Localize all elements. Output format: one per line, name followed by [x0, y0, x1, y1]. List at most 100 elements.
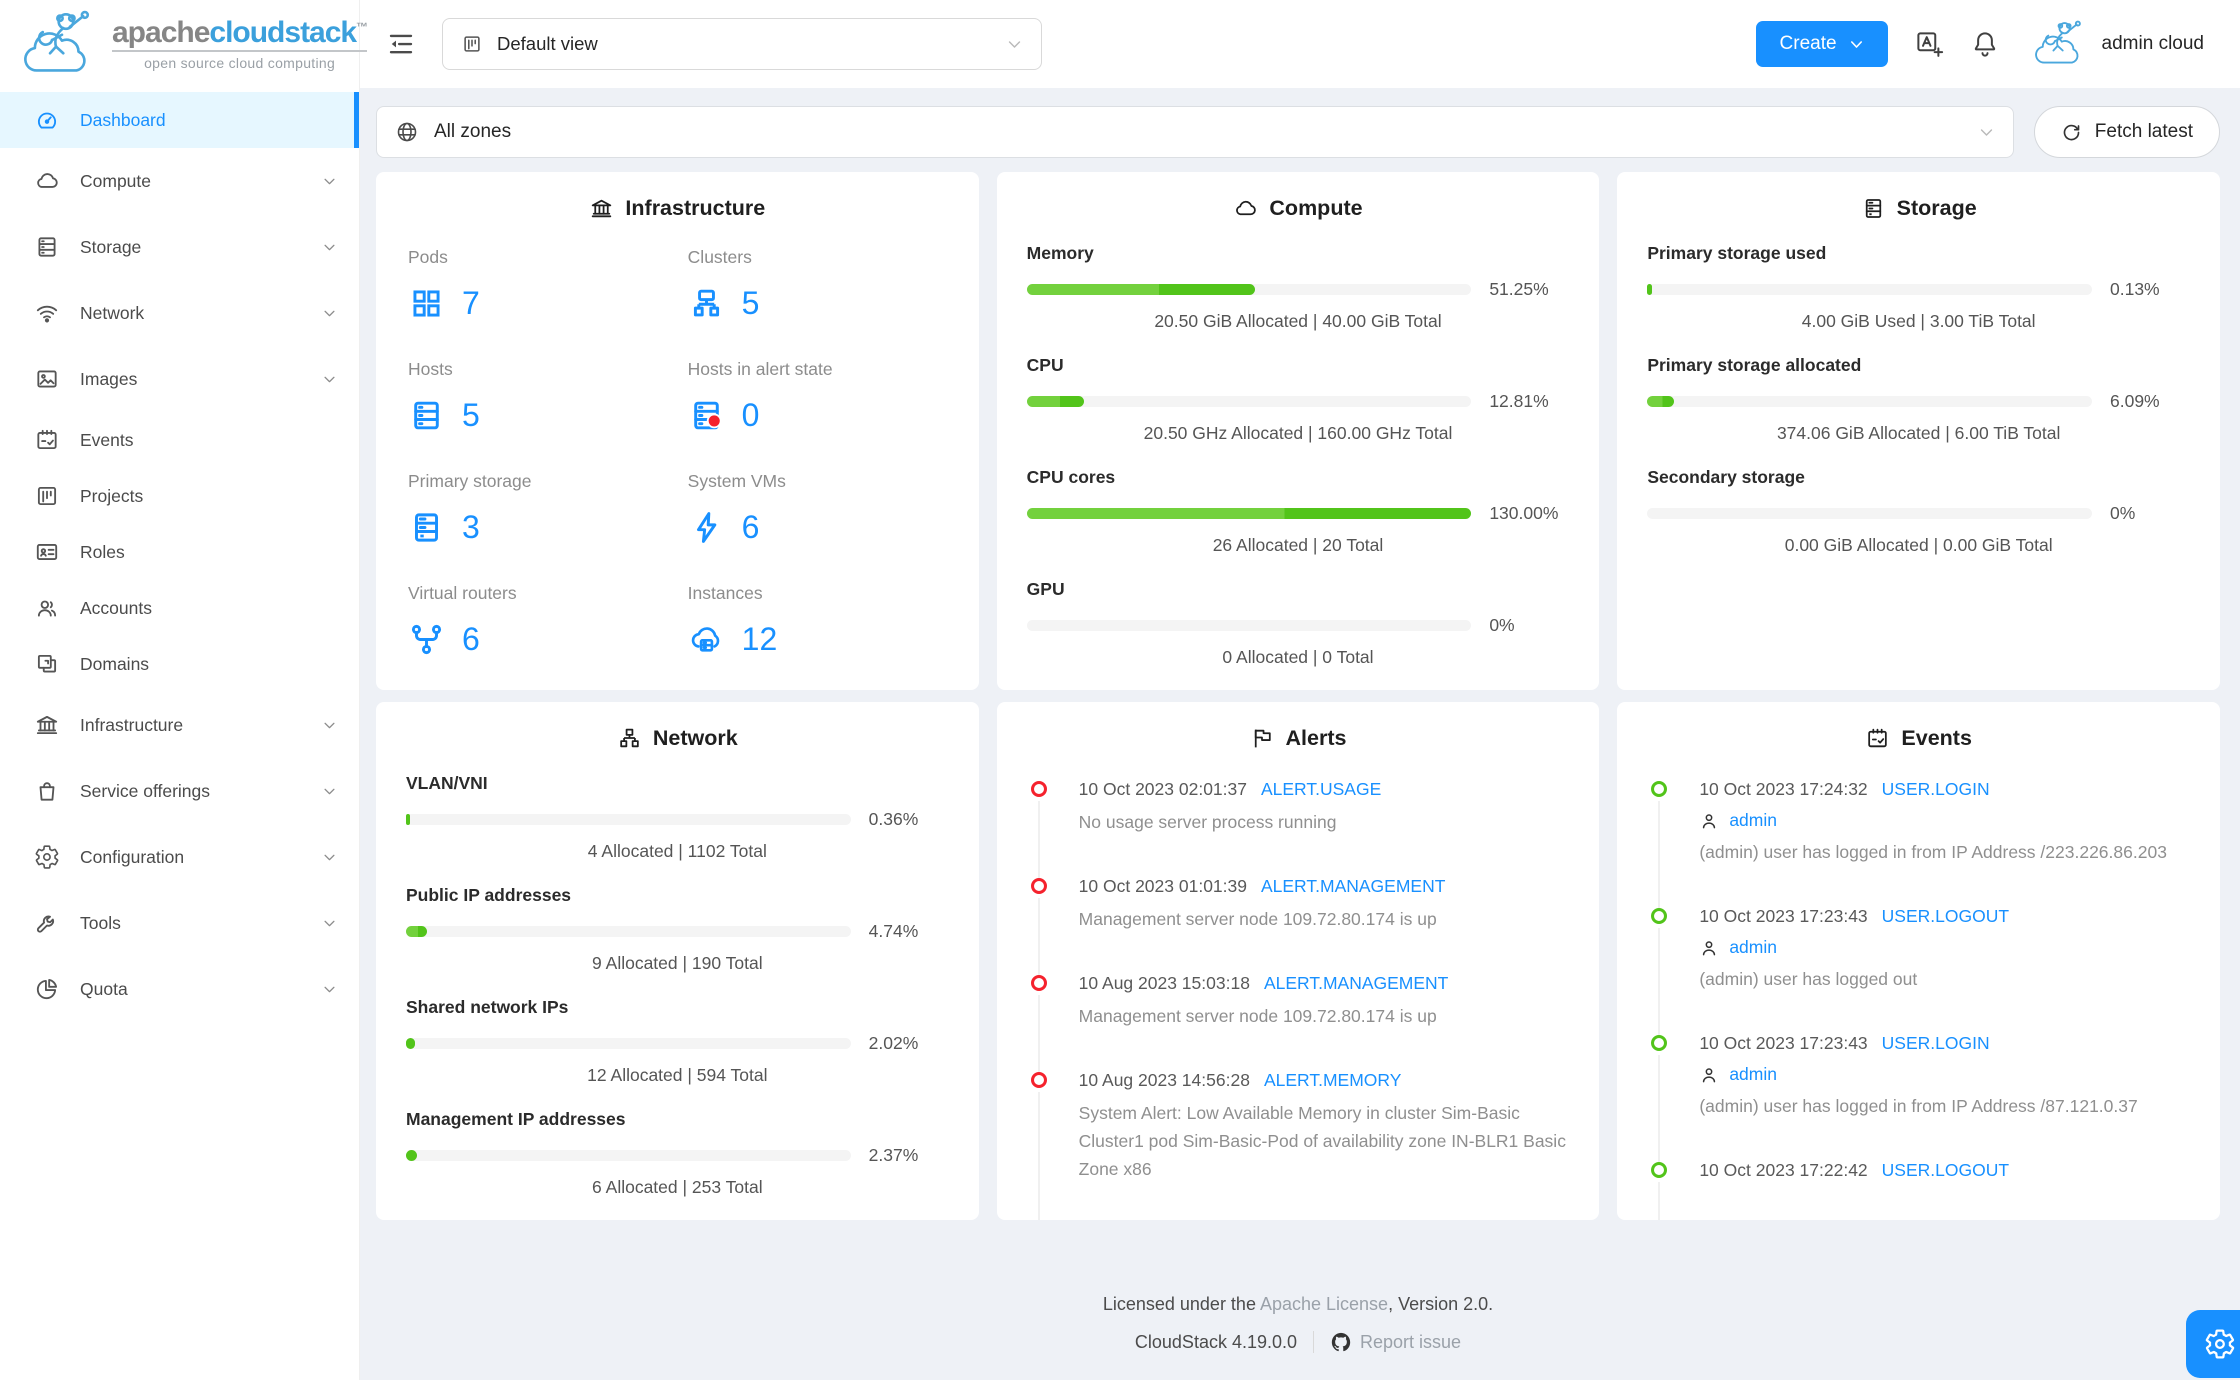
sidebar-item-roles[interactable]: Roles — [0, 524, 359, 580]
chevron-down-icon — [322, 306, 337, 321]
alert-type-link[interactable]: ALERT.MANAGEMENT — [1263, 973, 1449, 993]
sidebar-item-label: Configuration — [80, 846, 185, 867]
stat-pods[interactable]: Pods 7 — [408, 247, 480, 321]
progress-track — [1026, 620, 1472, 631]
stat-system-vms[interactable]: System VMs 6 — [687, 471, 786, 545]
project-view-select[interactable]: Default view — [442, 18, 1042, 70]
event-user-link[interactable]: admin — [1729, 1064, 1777, 1084]
pie-chart-icon — [34, 976, 60, 1002]
block-icon — [34, 651, 60, 677]
chevron-down-icon — [322, 916, 337, 931]
app-logo[interactable]: apachecloudstack™ open source cloud comp… — [0, 0, 368, 88]
chevron-down-icon — [322, 174, 337, 189]
progress-track — [1647, 508, 2092, 519]
create-button-label: Create — [1779, 33, 1837, 54]
sidebar-item-tools[interactable]: Tools — [0, 890, 359, 956]
stat-primary-storage[interactable]: Primary storage 3 — [408, 471, 532, 545]
event-item: 10 Oct 2023 17:24:32 USER.LOGIN admin (ad… — [1651, 777, 2190, 916]
footer: Licensed under the Apache License, Versi… — [376, 1294, 2220, 1353]
sidebar-item-compute[interactable]: Compute — [0, 148, 359, 214]
event-user-link[interactable]: admin — [1729, 810, 1777, 830]
create-button[interactable]: Create — [1755, 21, 1888, 67]
cloud-server-icon — [691, 627, 719, 652]
stat-virtual-routers[interactable]: Virtual routers 6 — [408, 583, 517, 657]
fork-icon — [411, 624, 442, 655]
server-rack-icon — [414, 401, 439, 430]
sidebar-item-domains[interactable]: Domains — [0, 636, 359, 692]
sidebar-item-label: Accounts — [80, 597, 152, 618]
globe-icon — [395, 120, 419, 144]
sidebar-item-label: Quota — [80, 978, 128, 999]
sidebar-item-projects[interactable]: Projects — [0, 468, 359, 524]
meter-public-ip: Public IP addresses 4.74% 9 Allocated | … — [406, 885, 919, 973]
events-card: Events 10 Oct 2023 17:24:32 USER.LOGIN ad… — [1617, 702, 2220, 1220]
meter-cpu-cores: CPU cores 130.00% 26 Allocated | 20 Tota… — [1026, 467, 1559, 555]
alert-type-link[interactable]: ALERT.USAGE — [1260, 779, 1382, 799]
network-nodes-icon — [620, 728, 639, 748]
sidebar-item-events[interactable]: Events — [0, 412, 359, 468]
stat-clusters[interactable]: Clusters 5 — [687, 247, 760, 321]
alert-type-link[interactable]: ALERT.MEMORY — [1263, 1070, 1402, 1090]
id-card-icon — [34, 539, 60, 565]
progress-track — [1026, 396, 1472, 407]
project-board-icon — [34, 483, 60, 509]
sidebar-item-label: Events — [80, 429, 134, 450]
event-type-link[interactable]: USER.LOGIN — [1881, 1033, 1990, 1053]
sidebar-item-label: Storage — [80, 236, 142, 257]
infrastructure-card: Infrastructure Pods 7 — [376, 172, 979, 690]
alerts-card: Alerts 10 Oct 2023 02:01:37 ALERT.USAGE N… — [996, 702, 1600, 1220]
progress-track — [1026, 284, 1472, 295]
progress-fill — [1647, 396, 1675, 407]
sidebar-item-images[interactable]: Images — [0, 346, 359, 412]
brand-cloudstack: cloudstack — [209, 16, 357, 50]
fetch-latest-button[interactable]: Fetch latest — [2033, 106, 2220, 158]
database-icon — [34, 234, 60, 260]
progress-track — [406, 926, 851, 937]
cloud-icon — [34, 168, 60, 194]
sidebar-item-configuration[interactable]: Configuration — [0, 824, 359, 890]
event-type-link[interactable]: USER.LOGOUT — [1881, 1160, 2010, 1180]
meter-shared-network-ips: Shared network IPs 2.02% 12 Allocated | … — [406, 997, 919, 1085]
event-type-link[interactable]: USER.LOGOUT — [1881, 906, 2010, 926]
alert-item: 10 Aug 2023 15:03:18 ALERT.MANAGEMENT Man… — [1030, 971, 1570, 1080]
event-user-link[interactable]: admin — [1729, 937, 1777, 957]
settings-fab-button[interactable] — [2186, 1310, 2240, 1378]
apache-license-link[interactable]: Apache License — [1259, 1294, 1389, 1314]
sidebar-collapse-button[interactable] — [386, 29, 416, 59]
report-issue-link[interactable]: Report issue — [1330, 1331, 1461, 1353]
sidebar-item-network[interactable]: Network — [0, 280, 359, 346]
sidebar-item-infrastructure[interactable]: Infrastructure — [0, 692, 359, 758]
sidebar-item-quota[interactable]: Quota — [0, 956, 359, 1022]
events-card-title: Events — [1647, 726, 2190, 751]
translate-icon[interactable] — [1914, 29, 1944, 59]
progress-fill — [406, 814, 411, 825]
footer-divider — [1313, 1331, 1315, 1353]
events-timeline: 10 Oct 2023 17:24:32 USER.LOGIN admin (ad… — [1647, 773, 2190, 1220]
meter-management-ips: Management IP addresses 2.37% 6 Allocate… — [406, 1109, 919, 1197]
user-menu[interactable]: admin cloud — [2026, 18, 2204, 70]
team-icon — [34, 595, 60, 621]
stat-instances[interactable]: Instances 12 — [687, 583, 778, 657]
storage-card: Storage Primary storage used 0.13% 4.00 … — [1617, 172, 2220, 690]
progress-track — [406, 814, 851, 825]
stat-hosts-alert[interactable]: Hosts in alert state 0 — [687, 359, 833, 433]
stat-hosts[interactable]: Hosts 5 — [408, 359, 480, 433]
wifi-icon — [34, 300, 60, 326]
sidebar-item-label: Tools — [80, 912, 121, 933]
progress-fill — [406, 1150, 417, 1161]
alert-type-link[interactable]: ALERT.MANAGEMENT — [1260, 876, 1446, 896]
event-type-link[interactable]: USER.LOGIN — [1881, 779, 1990, 799]
progress-track — [1647, 284, 2092, 295]
progress-fill — [1026, 396, 1084, 407]
sidebar-item-label: Infrastructure — [80, 714, 184, 735]
zone-select[interactable]: All zones — [376, 106, 2014, 158]
sidebar-item-storage[interactable]: Storage — [0, 214, 359, 280]
storage-card-title: Storage — [1647, 196, 2190, 221]
sidebar-item-accounts[interactable]: Accounts — [0, 580, 359, 636]
sidebar-item-dashboard[interactable]: Dashboard — [0, 92, 359, 148]
meter-vlan: VLAN/VNI 0.36% 4 Allocated | 1102 Total — [406, 773, 919, 861]
sidebar-item-service-offerings[interactable]: Service offerings — [0, 758, 359, 824]
notifications-bell-icon[interactable] — [1970, 29, 2000, 59]
compute-card-title: Compute — [1027, 196, 1570, 221]
brand-apache: apache — [112, 16, 210, 50]
